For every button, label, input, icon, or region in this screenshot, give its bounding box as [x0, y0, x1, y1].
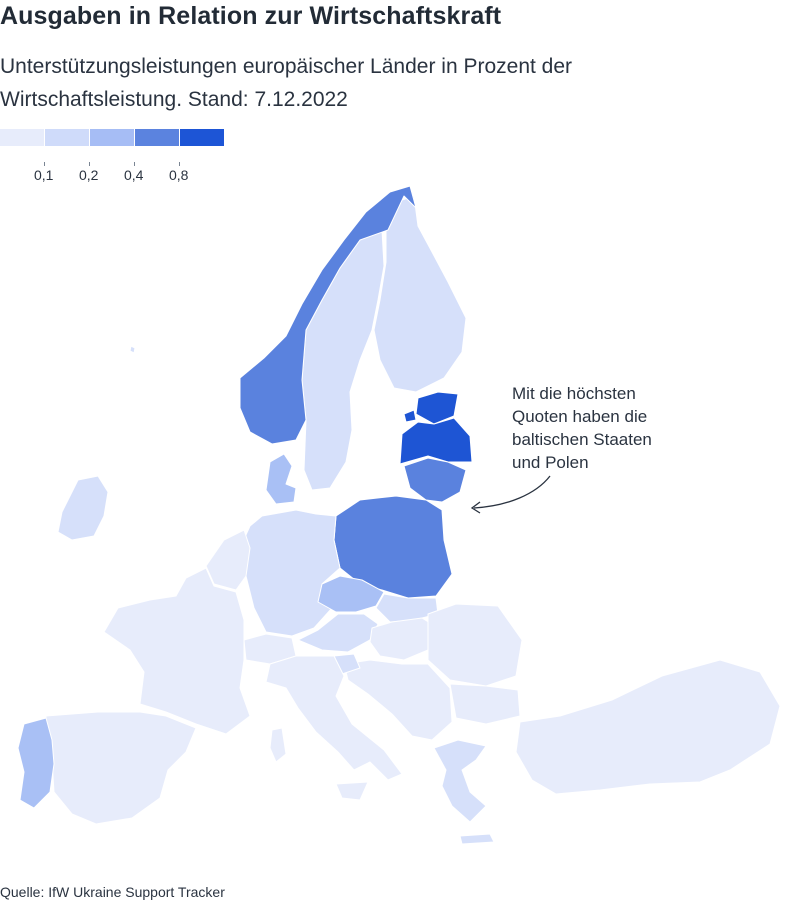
- region-finland: [373, 195, 467, 393]
- legend-swatch-3: [90, 129, 134, 146]
- annotation-text: Mit die höchsten Quoten haben die baltis…: [512, 382, 712, 474]
- legend-tick-label: 0,2: [79, 167, 99, 183]
- legend-tick-label: 0,1: [34, 167, 54, 183]
- annotation-line: Quoten haben die: [512, 407, 648, 426]
- region-bulgaria: [449, 683, 521, 725]
- region-sardinia: [269, 727, 287, 763]
- region-poland: [333, 495, 453, 599]
- legend-tickmark: [179, 162, 180, 166]
- page-title: Ausgaben in Relation zur Wirtschaftskraf…: [0, 2, 502, 30]
- region-iceland-islet: [129, 345, 136, 354]
- legend-swatch-1: [0, 129, 44, 146]
- region-greece: [433, 739, 487, 823]
- region-slovakia: [375, 593, 439, 623]
- region-sicily: [335, 781, 369, 801]
- region-benelux: [205, 529, 251, 591]
- annotation-line: und Polen: [512, 453, 589, 472]
- region-denmark: [265, 453, 297, 505]
- legend-swatch-4: [135, 129, 179, 146]
- region-portugal: [17, 717, 55, 809]
- region-lithuania: [403, 457, 467, 503]
- region-balkans: [343, 659, 453, 741]
- region-ireland: [57, 475, 109, 541]
- region-estonia-islands: [403, 409, 417, 423]
- legend-tickmark: [44, 162, 45, 166]
- legend-swatch-2: [45, 129, 89, 146]
- region-italy: [265, 655, 403, 781]
- region-crete: [459, 833, 495, 845]
- region-latvia: [399, 417, 473, 465]
- annotation-line: Mit die höchsten: [512, 384, 636, 403]
- page-subtitle: Unterstützungsleistungen europäischer Lä…: [0, 55, 573, 111]
- legend-swatch-5: [180, 129, 224, 146]
- legend-tick-label: 0,8: [169, 167, 189, 183]
- region-estonia: [415, 391, 459, 425]
- region-romania: [427, 603, 523, 687]
- region-turkey: [515, 659, 781, 795]
- legend-tickmark: [134, 162, 135, 166]
- region-france: [103, 567, 251, 735]
- color-legend: 0,1 0,2 0,4 0,8: [0, 129, 225, 183]
- source-note: Quelle: IfW Ukraine Support Tracker: [0, 884, 225, 900]
- region-norway: [239, 185, 417, 445]
- region-austria: [297, 613, 379, 653]
- legend-tick-label: 0,4: [124, 167, 144, 183]
- region-czechia: [317, 575, 385, 613]
- annotation-line: baltischen Staaten: [512, 430, 652, 449]
- europe-map: [17, 185, 781, 845]
- legend-tickmark: [89, 162, 90, 166]
